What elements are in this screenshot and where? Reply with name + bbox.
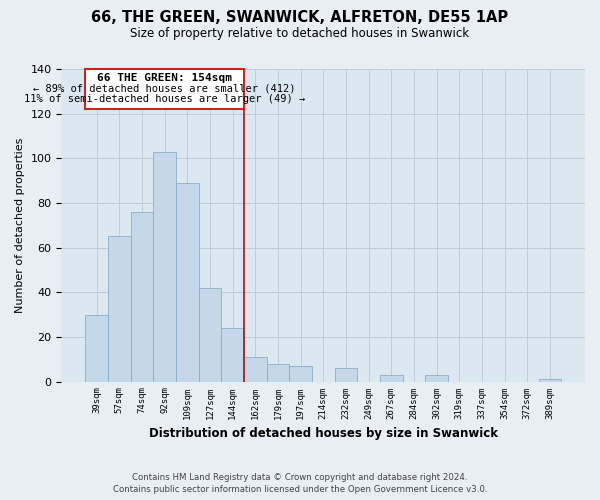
- Text: 66 THE GREEN: 154sqm: 66 THE GREEN: 154sqm: [97, 73, 232, 83]
- Bar: [425, 375, 448, 382]
- Bar: [539, 380, 561, 382]
- Bar: [266, 364, 289, 382]
- Bar: [108, 236, 131, 382]
- Bar: [380, 375, 403, 382]
- Bar: [131, 212, 153, 382]
- Bar: [176, 183, 199, 382]
- Text: Contains HM Land Registry data © Crown copyright and database right 2024.: Contains HM Land Registry data © Crown c…: [132, 472, 468, 482]
- Bar: [153, 152, 176, 382]
- Y-axis label: Number of detached properties: Number of detached properties: [15, 138, 25, 313]
- X-axis label: Distribution of detached houses by size in Swanwick: Distribution of detached houses by size …: [149, 427, 498, 440]
- Bar: [244, 357, 266, 382]
- Bar: [85, 314, 108, 382]
- Text: ← 89% of detached houses are smaller (412): ← 89% of detached houses are smaller (41…: [33, 84, 296, 94]
- Text: 66, THE GREEN, SWANWICK, ALFRETON, DE55 1AP: 66, THE GREEN, SWANWICK, ALFRETON, DE55 …: [91, 10, 509, 25]
- FancyBboxPatch shape: [85, 69, 244, 109]
- Bar: [289, 366, 312, 382]
- Bar: [199, 288, 221, 382]
- Text: 11% of semi-detached houses are larger (49) →: 11% of semi-detached houses are larger (…: [24, 94, 305, 104]
- Bar: [335, 368, 357, 382]
- Text: Size of property relative to detached houses in Swanwick: Size of property relative to detached ho…: [130, 28, 470, 40]
- Text: Contains public sector information licensed under the Open Government Licence v3: Contains public sector information licen…: [113, 485, 487, 494]
- Bar: [221, 328, 244, 382]
